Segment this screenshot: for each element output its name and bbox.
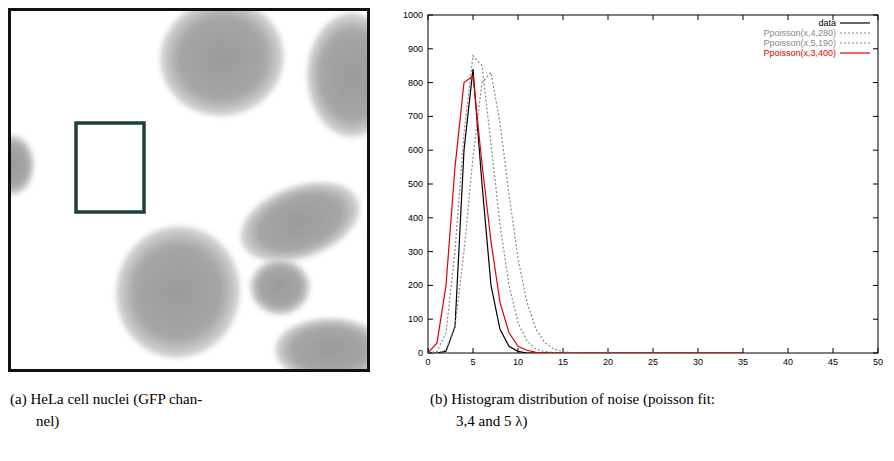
image-frame bbox=[10, 10, 369, 371]
y-tick bbox=[873, 48, 878, 49]
nucleus bbox=[151, 8, 293, 126]
x-tick-label: 5 bbox=[470, 357, 475, 367]
x-tick bbox=[698, 348, 699, 353]
nucleus bbox=[275, 318, 370, 372]
y-tick bbox=[873, 217, 878, 218]
x-tick bbox=[608, 15, 609, 20]
x-tick-label: 40 bbox=[783, 357, 793, 367]
x-tick-label: 15 bbox=[558, 357, 568, 367]
x-tick-label: 20 bbox=[603, 357, 613, 367]
y-tick bbox=[428, 150, 433, 151]
y-tick-label: 600 bbox=[408, 145, 423, 155]
plot-frame bbox=[428, 15, 878, 353]
y-tick bbox=[873, 116, 878, 117]
y-tick bbox=[428, 184, 433, 185]
x-tick bbox=[698, 15, 699, 20]
y-tick bbox=[428, 116, 433, 117]
series-line bbox=[428, 72, 743, 353]
x-tick bbox=[518, 15, 519, 20]
x-tick-label: 0 bbox=[425, 357, 430, 367]
y-tick bbox=[428, 319, 433, 320]
series-lines bbox=[428, 56, 743, 353]
y-tick-label: 200 bbox=[408, 280, 423, 290]
y-tick bbox=[873, 251, 878, 252]
x-tick bbox=[743, 15, 744, 20]
legend-sample bbox=[840, 42, 870, 43]
cell-image bbox=[8, 8, 370, 372]
series-line bbox=[428, 56, 743, 353]
legend-sample bbox=[840, 52, 870, 53]
figure: 0510152025303540455001002003004005006007… bbox=[0, 0, 894, 461]
nucleus bbox=[250, 259, 310, 315]
x-tick-label: 35 bbox=[738, 357, 748, 367]
y-tick-label: 900 bbox=[408, 44, 423, 54]
x-tick-label: 45 bbox=[828, 357, 838, 367]
nucleus bbox=[229, 167, 370, 277]
caption: (b) Histogram distribution of noise (poi… bbox=[430, 391, 715, 408]
y-tick-label: 800 bbox=[408, 78, 423, 88]
x-tick bbox=[473, 15, 474, 20]
x-tick bbox=[788, 348, 789, 353]
y-tick-label: 0 bbox=[418, 348, 423, 358]
y-tick bbox=[428, 217, 433, 218]
y-tick bbox=[428, 48, 433, 49]
caption: nel) bbox=[36, 413, 59, 430]
x-tick bbox=[653, 15, 654, 20]
legend-sample bbox=[840, 32, 870, 33]
y-tick-label: 500 bbox=[408, 179, 423, 189]
series-line bbox=[428, 76, 743, 353]
legend-label: Ppoisson(x,3,400) bbox=[763, 48, 836, 58]
x-tick-label: 30 bbox=[693, 357, 703, 367]
y-tick-label: 700 bbox=[408, 111, 423, 121]
y-tick bbox=[428, 82, 433, 83]
legend-sample bbox=[840, 22, 870, 23]
x-tick bbox=[788, 15, 789, 20]
y-tick bbox=[428, 285, 433, 286]
caption: (a) HeLa cell nuclei (GFP chan- bbox=[10, 391, 202, 408]
x-tick-label: 25 bbox=[648, 357, 658, 367]
y-tick bbox=[873, 82, 878, 83]
x-tick bbox=[833, 348, 834, 353]
y-tick bbox=[428, 251, 433, 252]
nucleus bbox=[8, 135, 34, 195]
series-line bbox=[428, 69, 743, 353]
y-tick-label: 100 bbox=[408, 314, 423, 324]
y-tick-label: 1000 bbox=[403, 10, 423, 20]
x-tick-label: 10 bbox=[513, 357, 523, 367]
x-tick bbox=[743, 348, 744, 353]
y-tick bbox=[873, 319, 878, 320]
legend: dataPpoisson(x,4,280)Ppoisson(x,5,190)Pp… bbox=[763, 18, 870, 58]
x-tick bbox=[653, 348, 654, 353]
y-tick bbox=[873, 150, 878, 151]
nucleus bbox=[105, 216, 250, 368]
x-tick bbox=[563, 15, 564, 20]
legend-label: data bbox=[818, 18, 836, 28]
legend-label: Ppoisson(x,5,190) bbox=[763, 38, 836, 48]
roi-box bbox=[76, 123, 144, 212]
nucleus bbox=[307, 13, 370, 137]
caption: 3,4 and 5 λ) bbox=[456, 413, 527, 430]
y-tick-label: 400 bbox=[408, 213, 423, 223]
y-tick bbox=[873, 184, 878, 185]
x-tick-label: 50 bbox=[873, 357, 883, 367]
legend-label: Ppoisson(x,4,280) bbox=[763, 28, 836, 38]
y-tick bbox=[873, 285, 878, 286]
axes: 0510152025303540455001002003004005006007… bbox=[403, 10, 883, 367]
y-tick-label: 300 bbox=[408, 247, 423, 257]
x-tick bbox=[608, 348, 609, 353]
x-tick bbox=[473, 348, 474, 353]
